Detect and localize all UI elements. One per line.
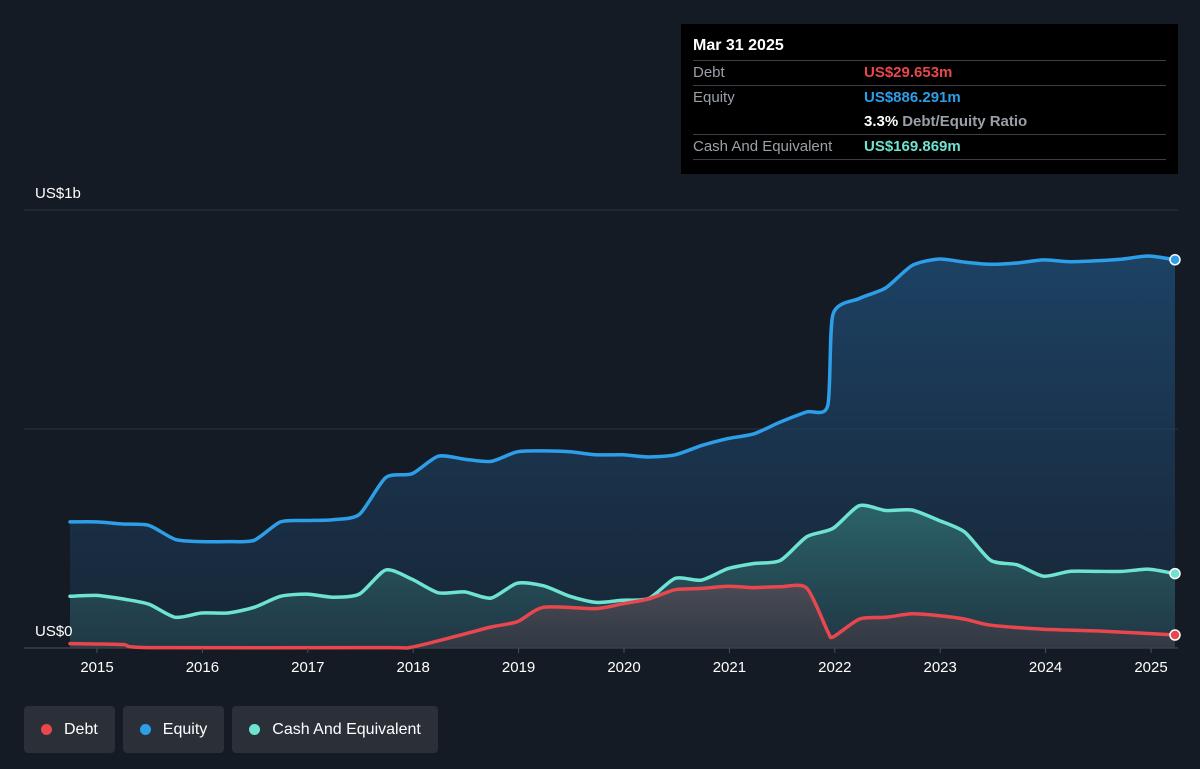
line-equity bbox=[68, 254, 1177, 544]
legend-label-equity: Equity bbox=[162, 720, 208, 738]
tooltip-row-ratio: 3.3% Debt/Equity Ratio bbox=[693, 110, 1166, 134]
tooltip-label-cash: Cash And Equivalent bbox=[693, 138, 833, 155]
x-tick-label: 2019 bbox=[502, 659, 535, 676]
x-tick-label: 2022 bbox=[818, 659, 851, 676]
endpoint-cash-and-equivalent[interactable] bbox=[1169, 567, 1181, 580]
x-tick-label: 2020 bbox=[607, 659, 640, 676]
y-tick-label: US$0 bbox=[35, 623, 73, 640]
tooltip-ratio-label: Debt/Equity Ratio bbox=[902, 113, 1028, 130]
legend-label-debt: Debt bbox=[64, 720, 98, 738]
tooltip-row-equity: Equity US$886.291m bbox=[693, 85, 1166, 110]
endpoint-equity[interactable] bbox=[1169, 254, 1181, 266]
x-tick-label: 2018 bbox=[397, 659, 430, 676]
legend-item-debt[interactable]: Debt bbox=[24, 706, 115, 753]
tooltip-label-debt: Debt bbox=[693, 64, 725, 81]
area-cash-and-equivalent bbox=[70, 505, 1175, 648]
legend-dot-cash-icon bbox=[249, 724, 261, 735]
tooltip-panel: Mar 31 2025 Debt US$29.653m Equity US$88… bbox=[681, 24, 1178, 174]
legend-item-equity[interactable]: Equity bbox=[122, 706, 225, 753]
tooltip-value-cash: US$169.869m bbox=[864, 138, 961, 155]
legend-label-cash: Cash And Equivalent bbox=[272, 720, 421, 738]
x-tick-label: 2017 bbox=[291, 659, 324, 676]
legend-dot-equity-icon bbox=[139, 724, 151, 735]
chart-legend: Debt Equity Cash And Equivalent bbox=[24, 706, 438, 753]
x-tick-label: 2016 bbox=[186, 659, 219, 676]
tooltip-value-debt: US$29.653m bbox=[864, 64, 953, 81]
y-tick-label: US$1b bbox=[35, 185, 81, 202]
legend-dot-debt-icon bbox=[41, 724, 52, 735]
tooltip-date: Mar 31 2025 bbox=[693, 37, 784, 54]
area-debt bbox=[70, 585, 1175, 648]
tooltip-label-equity: Equity bbox=[693, 89, 735, 106]
x-tick-label: 2025 bbox=[1134, 659, 1167, 676]
x-tick-label: 2024 bbox=[1029, 659, 1062, 676]
tooltip-row-debt: Debt US$29.653m bbox=[693, 60, 1166, 85]
endpoint-debt[interactable] bbox=[1169, 629, 1181, 641]
line-cash-and-equivalent bbox=[68, 503, 1177, 620]
line-debt bbox=[68, 583, 1177, 650]
x-tick-label: 2023 bbox=[924, 659, 957, 676]
tooltip-row-cash: Cash And Equivalent US$169.869m bbox=[693, 134, 1166, 160]
x-tick-label: 2015 bbox=[80, 659, 113, 676]
legend-item-cash[interactable]: Cash And Equivalent bbox=[232, 706, 438, 753]
tooltip-label-ratio bbox=[693, 110, 864, 134]
tooltip-ratio-value: 3.3% bbox=[864, 113, 899, 130]
tooltip-value-equity: US$886.291m bbox=[864, 89, 961, 106]
x-tick-label: 2021 bbox=[713, 659, 746, 676]
